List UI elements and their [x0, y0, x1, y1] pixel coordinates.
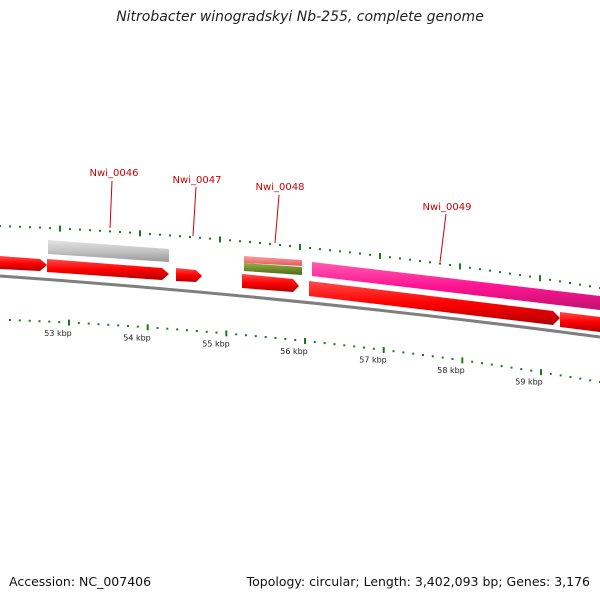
- accession-text: Accession: NC_007406: [9, 574, 152, 589]
- gene-label: Nwi_0049: [423, 202, 472, 213]
- cds-arrow: [242, 274, 299, 292]
- ruler-labels: 53 kbp 54 kbp 55 kbp 56 kbp 57 kbp 58 kbp 59 k…: [44, 329, 543, 386]
- gene-leader-line: [439, 213, 447, 263]
- ruler-tick-row: [9, 319, 600, 383]
- cds-arrow: [560, 312, 600, 332]
- ruler-label: 53 kbp: [44, 329, 72, 338]
- gene-label: Nwi_0046: [90, 168, 139, 179]
- ruler-label: 59 kbp: [515, 377, 543, 386]
- gene-leader-line: [192, 186, 197, 237]
- gene-label: Nwi_0048: [256, 182, 305, 193]
- upper-tick-row: [0, 225, 600, 289]
- ruler-label: 55 kbp: [202, 340, 230, 349]
- cds-arrow: [0, 256, 47, 271]
- feature-pink-bar: [244, 256, 302, 266]
- ruler-label: 54 kbp: [123, 334, 151, 343]
- ruler-label: 57 kbp: [359, 356, 387, 365]
- feature-gray-bar: [48, 240, 169, 262]
- feature-olive-bar: [244, 263, 302, 275]
- gene-label: Nwi_0047: [173, 175, 222, 186]
- backbone-line: [0, 274, 600, 339]
- gene-leader-line: [109, 180, 113, 229]
- gene-leader-line: [274, 194, 280, 244]
- genome-summary-text: Topology: circular; Length: 3,402,093 bp…: [246, 574, 590, 589]
- feature-magenta-bar: [312, 262, 600, 310]
- ruler-label: 56 kbp: [280, 347, 308, 356]
- ruler-label: 58 kbp: [437, 366, 465, 375]
- cds-arrow: [176, 268, 202, 282]
- cds-arrow: [47, 259, 169, 280]
- map-title: Nitrobacter winogradskyi Nb-255, complet…: [116, 9, 484, 25]
- cds-arrow: [309, 281, 560, 325]
